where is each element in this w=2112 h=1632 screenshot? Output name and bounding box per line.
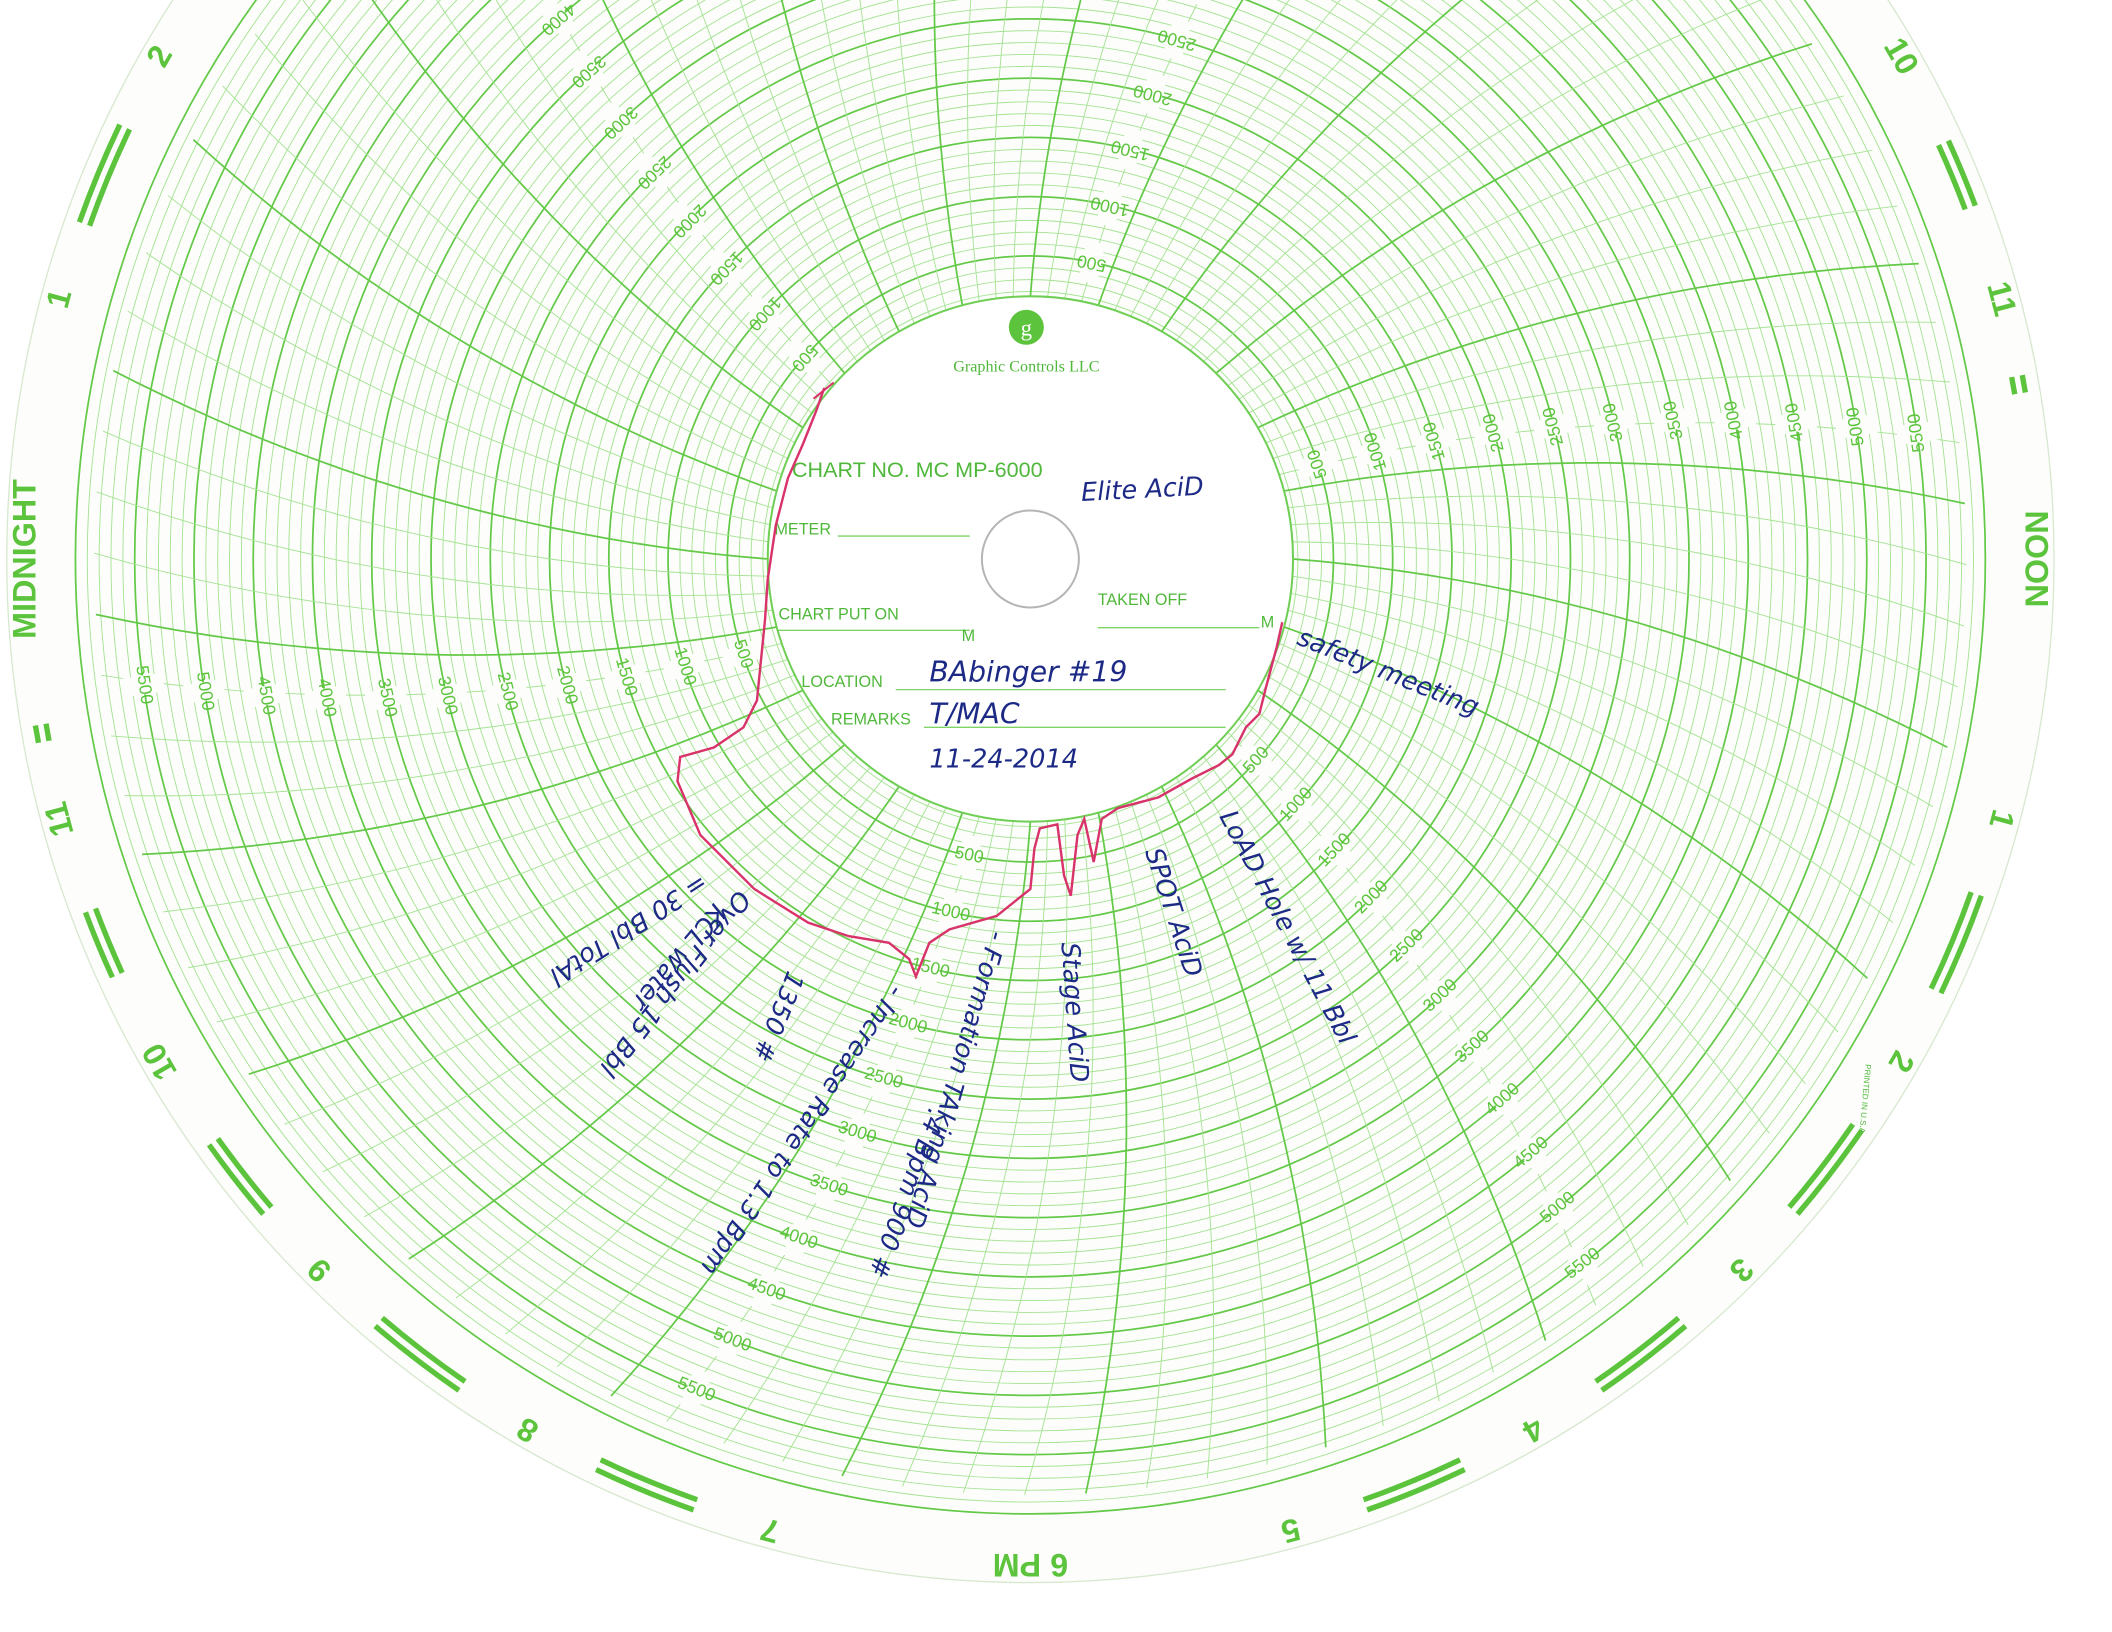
remarks-label: REMARKS [831, 711, 911, 729]
chart-number: CHART NO. MC MP-6000 [792, 457, 1043, 482]
hand-date: 11-24-2014 [929, 745, 1078, 775]
logo-letter: g [1021, 315, 1032, 340]
hand-location: BAbinger #19 [929, 656, 1127, 689]
m-mark: M [962, 627, 975, 645]
chart-scan: 5001000150020002500300035004000450050005… [0, 0, 2112, 1632]
center-hole [982, 510, 1079, 607]
hour-bar [46, 724, 49, 741]
taken-off-label: TAKEN OFF [1098, 591, 1188, 609]
page: {"header": {"brand": "Graphic Controls L… [0, 0, 2112, 1632]
chart-paper: 5001000150020002500300035004000450050005… [6, 0, 2054, 1583]
hour-bar [2022, 375, 2025, 392]
put-on-label: CHART PUT ON [779, 606, 899, 624]
hour-bar [35, 725, 38, 742]
brand: Graphic Controls LLC [953, 359, 1099, 376]
hour-label: NOON [2018, 510, 2054, 607]
hour-bar [2012, 377, 2015, 394]
meter-label: METER [774, 521, 831, 539]
m-mark: M [1261, 614, 1274, 632]
location-label: LOCATION [801, 673, 882, 691]
hand-remarks: T/MAC [929, 697, 1020, 730]
hour-label: 6 PM [993, 1547, 1068, 1583]
hand-title: Elite AciD [1080, 472, 1204, 508]
hour-label: MIDNIGHT [6, 479, 42, 639]
